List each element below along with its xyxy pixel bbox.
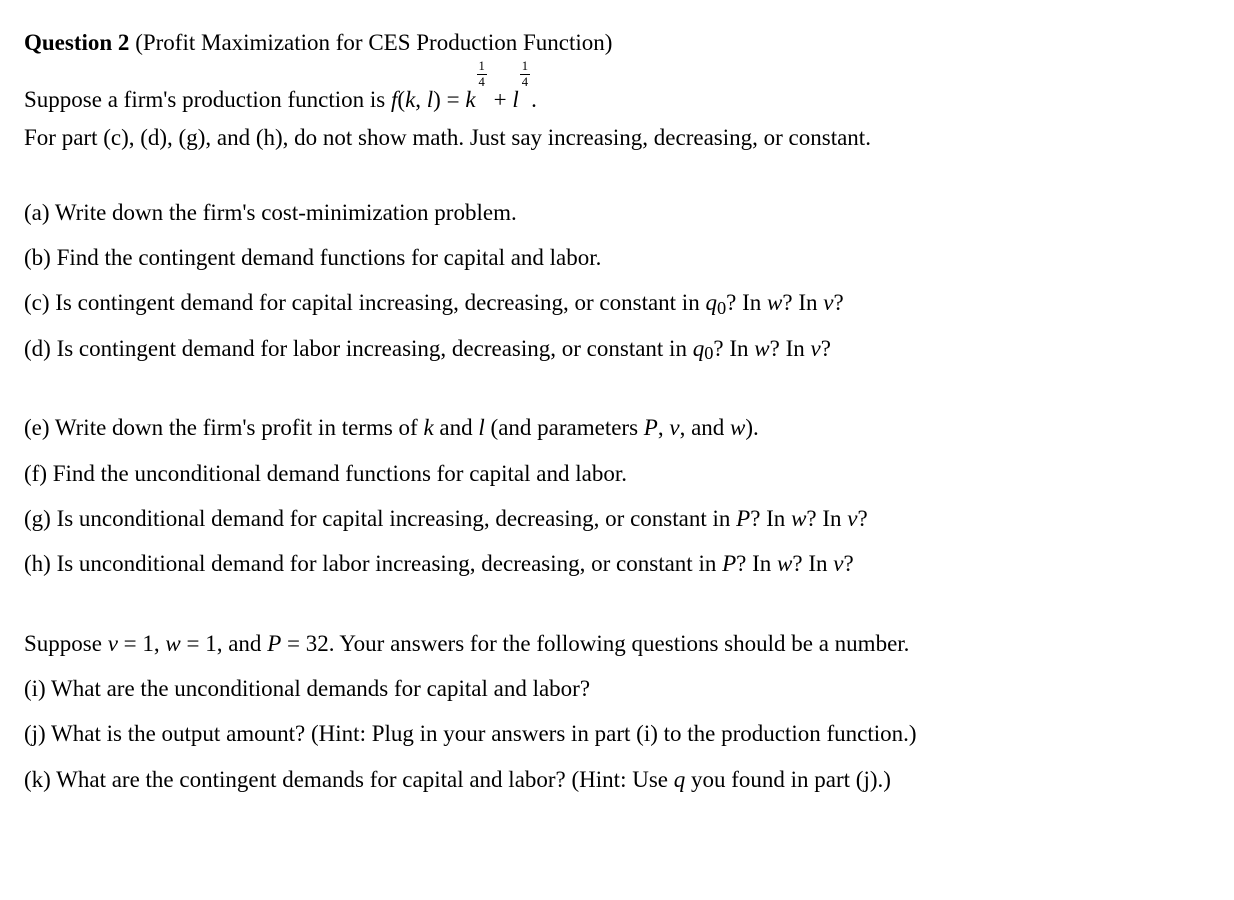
g-pre: (g) Is unconditional demand for capital … [24,506,736,531]
k-post: you found in part (j).) [685,767,891,792]
v-question: ? [843,551,853,576]
q-question: ? In [713,336,754,361]
k-pre: (k) What are the contingent demands for … [24,767,674,792]
w-question: ? In [770,336,811,361]
var-w: w [791,506,806,531]
block-3: Suppose v = 1, w = 1, and P = 32. Your a… [24,623,1210,801]
var-v: v [847,506,857,531]
block-2: (e) Write down the firm's profit in term… [24,407,1210,585]
part-h: (h) Is unconditional demand for labor in… [24,543,1210,584]
part-j: (j) What is the output amount? (Hint: Pl… [24,713,1210,754]
part-g: (g) Is unconditional demand for capital … [24,498,1210,539]
var-w: w [754,336,769,361]
period: . [531,87,537,112]
paren-close: ) [433,87,441,112]
block-1: (a) Write down the firm's cost-minimizat… [24,192,1210,370]
e-c1: , [658,415,670,440]
var-v: v [108,631,118,656]
part-i: (i) What are the unconditional demands f… [24,668,1210,709]
var-q: q [674,767,686,792]
var-w: w [165,631,180,656]
var-q: q [693,336,705,361]
part-e: (e) Write down the firm's profit in term… [24,407,1210,448]
k-base: k [465,87,475,112]
var-P: P [267,631,281,656]
question-label: Question 2 [24,30,129,55]
fraction-icon: 14 [520,60,530,88]
k-exponent: 14 [476,70,488,95]
v-question: ? [833,290,843,315]
var-v: v [669,415,679,440]
part-a: (a) Write down the firm's cost-minimizat… [24,192,1210,233]
part-c: (c) Is contingent demand for capital inc… [24,282,1210,323]
eq2: = 1, and [181,631,267,656]
fraction-icon: 14 [477,60,487,88]
P-question: ? In [750,506,791,531]
l-base: l [512,87,518,112]
suppose-pre: Suppose [24,631,108,656]
comma: , [415,87,427,112]
eq1: = 1, [118,631,165,656]
frac-den: 4 [477,75,487,89]
equals-sign: = [441,87,465,112]
math-k: k [405,87,415,112]
w-question: ? In [806,506,847,531]
var-v: v [823,290,833,315]
var-w: w [767,290,782,315]
paren-open: ( [397,87,405,112]
intro-line-1: Suppose a firm's production function is … [24,77,1210,118]
var-v: v [833,551,843,576]
var-q: q [705,290,717,315]
plus-sign: + [488,87,512,112]
intro-text: Suppose a firm's production function is [24,87,391,112]
part-c-text: (c) Is contingent demand for capital inc… [24,290,705,315]
part-d: (d) Is contingent demand for labor incre… [24,328,1210,369]
var-P: P [644,415,658,440]
v-question: ? [858,506,868,531]
q-question: ? In [726,290,767,315]
e-paropen: (and parameters [485,415,644,440]
l-exponent: 14 [519,70,531,95]
frac-num: 1 [477,60,487,75]
var-P: P [736,506,750,531]
var-P: P [722,551,736,576]
sub-zero: 0 [704,343,713,363]
h-pre: (h) Is unconditional demand for labor in… [24,551,722,576]
part-d-text: (d) Is contingent demand for labor incre… [24,336,693,361]
suppose-line: Suppose v = 1, w = 1, and P = 32. Your a… [24,623,1210,664]
e-and: and [434,415,479,440]
part-b: (b) Find the contingent demand functions… [24,237,1210,278]
var-w: w [730,415,745,440]
var-k: k [423,415,433,440]
w-question: ? In [792,551,833,576]
frac-den2: 4 [520,75,530,89]
P-question: ? In [736,551,777,576]
e-c2: , and [680,415,730,440]
eq3: = 32. Your answers for the following que… [281,631,909,656]
part-f: (f) Find the unconditional demand functi… [24,453,1210,494]
question-heading: Question 2 (Profit Maximization for CES … [24,26,1210,61]
e-pre: (e) Write down the firm's profit in term… [24,415,423,440]
frac-num2: 1 [520,60,530,75]
var-v: v [811,336,821,361]
var-w: w [777,551,792,576]
sub-zero: 0 [717,298,726,318]
question-subtitle: (Profit Maximization for CES Production … [135,30,612,55]
part-k: (k) What are the contingent demands for … [24,759,1210,800]
w-question: ? In [782,290,823,315]
v-question: ? [821,336,831,361]
e-close: ). [745,415,758,440]
intro-line-2: For part (c), (d), (g), and (h), do not … [24,121,1210,156]
